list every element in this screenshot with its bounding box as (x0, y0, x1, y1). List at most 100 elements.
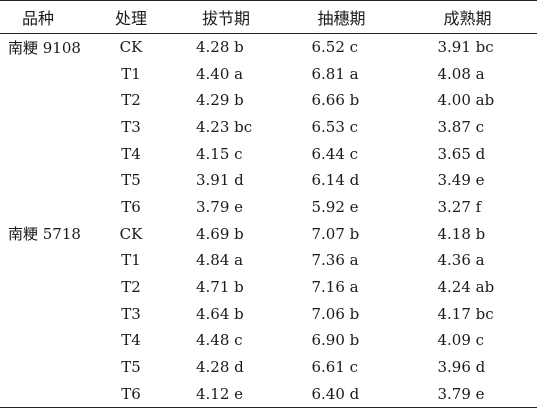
cell-heading: 7.06 b (285, 300, 398, 327)
cell-treatment: CK (119, 224, 143, 243)
cell-heading: 6.40 d (285, 380, 398, 408)
header-jointing: 拔节期 (167, 0, 285, 34)
table-row: T1 4.40 a 6.81 a 4.08 a (0, 60, 537, 87)
cell-jointing-value: 4.28 d (196, 358, 244, 377)
cell-maturity: 4.08 a (398, 60, 537, 87)
cell-heading-value: 6.53 c (311, 117, 359, 136)
cell-heading-value: 7.07 b (311, 224, 360, 243)
cell-treatment: T2 (121, 278, 141, 297)
cell-maturity-value: 3.91 bc (437, 38, 494, 57)
cell-variety (0, 140, 95, 167)
cell-jointing-value: 4.84 a (196, 251, 244, 270)
cell-maturity-value: 4.18 b (437, 224, 486, 243)
cell-treatment: T3 (121, 304, 141, 323)
cell-jointing: 4.71 b (167, 274, 285, 301)
cell-variety (0, 60, 95, 87)
cell-heading: 6.44 c (285, 140, 398, 167)
table-row: T4 4.48 c 6.90 b 4.09 c (0, 327, 537, 354)
table-header: 品种 处理 拔节期 抽穗期 成熟期 (0, 0, 537, 34)
cell-variety (0, 274, 95, 301)
cell-treatment: T1 (121, 64, 141, 83)
cell-maturity: 3.79 e (398, 380, 537, 408)
cell-treatment: T5 (121, 171, 141, 190)
cell-jointing: 4.23 bc (167, 114, 285, 141)
cell-variety (0, 380, 95, 408)
cell-jointing: 4.28 d (167, 354, 285, 381)
cell-jointing: 4.15 c (167, 140, 285, 167)
cell-maturity-value: 3.79 e (437, 384, 485, 403)
cell-jointing-value: 4.28 b (196, 38, 244, 57)
cell-maturity-value: 4.17 bc (437, 304, 494, 323)
cell-variety (0, 327, 95, 354)
table-row: T2 4.29 b 6.66 b 4.00 ab (0, 87, 537, 114)
cell-maturity-value: 3.65 d (437, 144, 486, 163)
cell-treatment: T3 (121, 117, 141, 136)
cell-treatment: T4 (121, 144, 141, 163)
cell-heading: 6.66 b (285, 87, 398, 114)
cell-variety (0, 194, 95, 221)
cell-jointing: 4.48 c (167, 327, 285, 354)
cell-treatment: T2 (121, 91, 141, 110)
cell-heading-value: 6.44 c (311, 144, 359, 163)
cell-heading-value: 7.16 a (311, 278, 359, 297)
cell-heading-value: 6.66 b (311, 91, 360, 110)
cell-heading-value: 6.40 d (311, 384, 360, 403)
cell-jointing: 3.79 e (167, 194, 285, 221)
cell-variety (0, 114, 95, 141)
cell-heading-value: 7.06 b (311, 304, 360, 323)
cell-heading-value: 6.90 b (311, 331, 360, 350)
cell-heading-value: 6.14 d (311, 171, 360, 190)
table-row: T6 4.12 e 6.40 d 3.79 e (0, 380, 537, 408)
cell-variety (0, 247, 95, 274)
table-row: T5 3.91 d 6.14 d 3.49 e (0, 167, 537, 194)
cell-treatment: T1 (121, 251, 141, 270)
table-row: T6 3.79 e 5.92 e 3.27 f (0, 194, 537, 221)
cell-maturity: 3.49 e (398, 167, 537, 194)
cell-jointing-value: 4.12 e (196, 384, 244, 403)
cell-jointing-value: 4.40 a (196, 64, 244, 83)
cell-jointing-value: 4.29 b (196, 91, 244, 110)
cell-heading: 6.90 b (285, 327, 398, 354)
cell-maturity: 3.91 bc (398, 34, 537, 61)
cell-maturity-value: 3.96 d (437, 358, 486, 377)
cell-maturity: 4.17 bc (398, 300, 537, 327)
cell-jointing-value: 3.79 e (196, 197, 244, 216)
header-variety: 品种 (0, 0, 95, 34)
table-row: T4 4.15 c 6.44 c 3.65 d (0, 140, 537, 167)
cell-maturity: 4.00 ab (398, 87, 537, 114)
header-row: 品种 处理 拔节期 抽穗期 成熟期 (0, 0, 537, 34)
cell-variety (0, 354, 95, 381)
header-treatment: 处理 (95, 0, 167, 34)
cell-heading: 6.53 c (285, 114, 398, 141)
cell-maturity-value: 3.27 f (437, 197, 482, 216)
cell-heading: 5.92 e (285, 194, 398, 221)
cell-maturity: 3.87 c (398, 114, 537, 141)
table-row: T5 4.28 d 6.61 c 3.96 d (0, 354, 537, 381)
cell-variety (0, 300, 95, 327)
cell-heading: 6.61 c (285, 354, 398, 381)
cell-treatment: T6 (121, 197, 141, 216)
table-row: T3 4.64 b 7.06 b 4.17 bc (0, 300, 537, 327)
cell-maturity-value: 3.87 c (437, 117, 485, 136)
cell-variety: 南粳 5718 (8, 225, 81, 244)
table-body: 南粳 9108 CK 4.28 b 6.52 c 3.91 bc T1 4.40 a 6.81… (0, 34, 537, 408)
cell-variety (0, 167, 95, 194)
cell-maturity-value: 4.09 c (437, 331, 485, 350)
cell-jointing: 3.91 d (167, 167, 285, 194)
cell-jointing: 4.28 b (167, 34, 285, 61)
cell-jointing-value: 4.15 c (196, 144, 243, 163)
cell-maturity: 4.09 c (398, 327, 537, 354)
cell-jointing-value: 4.23 bc (196, 117, 253, 136)
cell-maturity-value: 4.24 ab (437, 278, 495, 297)
cell-jointing: 4.84 a (167, 247, 285, 274)
cell-jointing-value: 3.91 d (196, 171, 244, 190)
cell-heading: 6.14 d (285, 167, 398, 194)
cell-heading-value: 6.61 c (311, 358, 359, 377)
table-row: T2 4.71 b 7.16 a 4.24 ab (0, 274, 537, 301)
cell-heading-value: 5.92 e (311, 197, 359, 216)
cell-maturity: 4.36 a (398, 247, 537, 274)
cell-maturity-value: 3.49 e (437, 171, 485, 190)
cell-maturity-value: 4.08 a (437, 64, 485, 83)
header-heading: 抽穗期 (285, 0, 398, 34)
